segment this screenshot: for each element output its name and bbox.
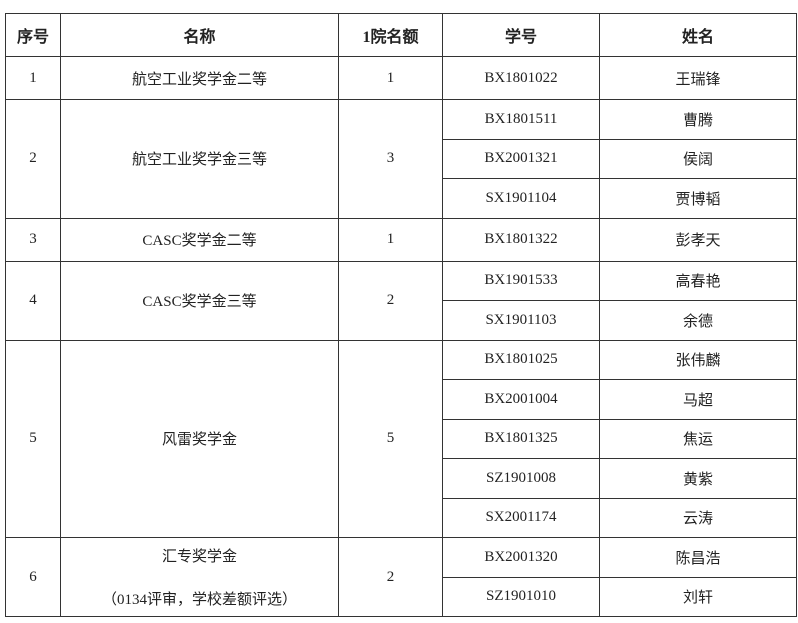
header-quota: 1院名额: [338, 13, 443, 57]
table-row: SZ1901008 黄紫: [6, 458, 797, 499]
award-note: （0134评审，学校差额评选）: [101, 592, 297, 608]
student-name: 张伟麟: [599, 339, 797, 380]
student-id: SX2001174: [442, 497, 600, 538]
student-id: BX2001320: [442, 537, 600, 578]
table-row: 3 CASC奖学金二等 1 BX1801322 彭孝天: [5, 217, 797, 262]
award-name: 汇专奖学金 （0134评审，学校差额评选）: [60, 537, 339, 617]
header-award-name: 名称: [60, 13, 339, 57]
award-quota: 1: [338, 56, 443, 100]
award-name: CASC奖学金二等: [60, 217, 339, 262]
student-name: 王瑞锋: [599, 56, 797, 100]
student-name: 侯阔: [599, 138, 797, 179]
student-id: SZ1901010: [442, 576, 600, 617]
table-row: BX2001004 马超: [6, 379, 797, 420]
table-row: 1 航空工业奖学金二等 1 BX1801022 王瑞锋: [5, 56, 797, 100]
award-quota: 2: [338, 260, 443, 341]
student-name: 高春艳: [599, 260, 797, 301]
student-name: 贾博韬: [599, 178, 797, 219]
award-no: 6: [5, 537, 61, 617]
award-no: 3: [5, 217, 61, 262]
student-id: BX1801025: [442, 339, 600, 380]
award-name: 风雷奖学金: [60, 339, 339, 538]
student-id: BX2001321: [442, 138, 600, 179]
student-id: BX1801322: [442, 217, 600, 262]
table-row: 4 CASC奖学金三等 2 BX1901533 高春艳: [5, 260, 797, 341]
header-student-name: 姓名: [599, 13, 797, 57]
student-name: 陈昌浩: [599, 537, 797, 578]
student-id: BX2001004: [442, 379, 600, 420]
student-id: SX1901103: [442, 300, 600, 341]
award-quota: 3: [338, 99, 443, 219]
header-no: 序号: [5, 13, 61, 57]
student-name: 黄紫: [599, 458, 797, 499]
award-name-text: 汇专奖学金: [161, 549, 237, 565]
student-id: SX1901104: [442, 178, 600, 219]
table-row: SX2001174 云涛: [6, 497, 797, 538]
student-name: 刘轩: [599, 576, 797, 617]
table-row: SX1901103 余德: [6, 300, 797, 341]
award-quota: 1: [338, 217, 443, 262]
table-row: 2 航空工业奖学金三等 3 BX1801511 曹腾: [5, 99, 797, 219]
table-row: BX1801325 焦运: [6, 418, 797, 459]
scholarship-table: 序号 名称 1院名额 学号 姓名 1 航空工业奖学金二等 1 BX1801022 王瑞锋…: [5, 13, 797, 617]
table-row: BX2001321 侯阔: [6, 138, 797, 179]
award-name: CASC奖学金三等: [60, 260, 339, 341]
student-id: BX1801022: [442, 56, 600, 100]
table-row: 5 风雷奖学金 5 BX1801025 张伟麟: [5, 339, 797, 538]
student-id: SZ1901008: [442, 458, 600, 499]
student-id: BX1801325: [442, 418, 600, 459]
table-row: 6 汇专奖学金 （0134评审，学校差额评选） 2 BX2001320 陈昌浩: [5, 537, 797, 617]
award-name: 航空工业奖学金二等: [60, 56, 339, 100]
student-id: BX1801511: [442, 99, 600, 140]
student-name: 云涛: [599, 497, 797, 538]
header-row: 序号 名称 1院名额 学号 姓名: [5, 13, 797, 57]
award-quota: 5: [338, 339, 443, 538]
award-no: 2: [5, 99, 61, 219]
table-row: SZ1901010 刘轩: [6, 576, 797, 617]
award-name: 航空工业奖学金三等: [60, 99, 339, 219]
student-name: 马超: [599, 379, 797, 420]
award-no: 1: [5, 56, 61, 100]
student-name: 彭孝天: [599, 217, 797, 262]
student-id: BX1901533: [442, 260, 600, 301]
header-student-id: 学号: [442, 13, 600, 57]
table-row: SX1901104 贾博韬: [6, 178, 797, 219]
award-no: 5: [5, 339, 61, 538]
award-no: 4: [5, 260, 61, 341]
student-name: 焦运: [599, 418, 797, 459]
award-quota: 2: [338, 537, 443, 617]
student-name: 余德: [599, 300, 797, 341]
student-name: 曹腾: [599, 99, 797, 140]
